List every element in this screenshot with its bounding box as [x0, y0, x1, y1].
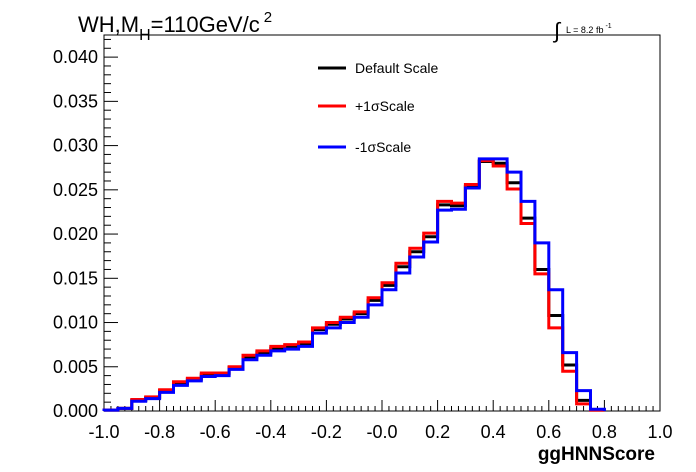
- x-tick-label: 0.2: [425, 422, 450, 442]
- x-tick-label: 1.0: [647, 422, 672, 442]
- lumi-value: L = 8.2 fb: [566, 25, 603, 35]
- title-rest: =110GeV/c: [151, 12, 260, 37]
- luminosity-label: ∫ L = 8.2 fb -1: [552, 18, 612, 43]
- x-axis-label: ggHNNScore: [538, 444, 655, 465]
- x-tick-label: -0.8: [144, 422, 175, 442]
- title-main: WH,M: [78, 12, 139, 37]
- svg-text:L = 8.2 fb-1: L = 8.2 fb -1: [566, 23, 612, 35]
- y-axis: 0.000 0.005 0.010 0.015 0.020 0.025 0.030 0.035…: [53, 38, 118, 421]
- y-tick-label: 0.025: [53, 180, 98, 200]
- x-tick-label: -0.0: [366, 422, 397, 442]
- integral-symbol: ∫: [552, 18, 562, 43]
- legend: Default Scale +1σScale -1σScale: [318, 60, 438, 155]
- y-tick-label: 0.010: [53, 313, 98, 333]
- y-tick-label: 0.030: [53, 136, 98, 156]
- y-tick-label: 0.015: [53, 268, 98, 288]
- x-tick-label: -0.6: [200, 422, 231, 442]
- series-line-3: [102, 157, 606, 412]
- x-tick-label: -0.4: [255, 422, 286, 442]
- legend-label: Default Scale: [355, 60, 438, 76]
- x-tick-label: 0.4: [481, 422, 506, 442]
- legend-label: +1σScale: [355, 98, 415, 114]
- x-tick-label: -1.0: [88, 422, 119, 442]
- x-tick-label: 0.6: [536, 422, 561, 442]
- x-tick-label: 0.8: [592, 422, 617, 442]
- y-tick-label: 0.020: [53, 224, 98, 244]
- x-axis: -1.0 -0.8 -0.6 -0.4 -0.2 -0.0 0.2 0.4 0.6 0.8 1.0: [88, 400, 673, 442]
- lumi-superscript: -1: [605, 23, 611, 30]
- series-line-2: [102, 159, 606, 412]
- y-tick-label: 0.040: [53, 47, 98, 67]
- title-superscript: 2: [264, 9, 272, 26]
- x-tick-label: -0.2: [311, 422, 342, 442]
- series-group: [102, 157, 606, 412]
- y-tick-label: 0.000: [53, 401, 98, 421]
- svg-text:WH,MH=110GeV/c2: WH,MH=110GeV/c 2: [78, 9, 272, 44]
- legend-label: -1σScale: [355, 139, 411, 155]
- chart-title: WH,MH=110GeV/c 2: [78, 9, 272, 44]
- y-tick-label: 0.035: [53, 91, 98, 111]
- y-tick-label: 0.005: [53, 357, 98, 377]
- series-line-1: [102, 160, 606, 412]
